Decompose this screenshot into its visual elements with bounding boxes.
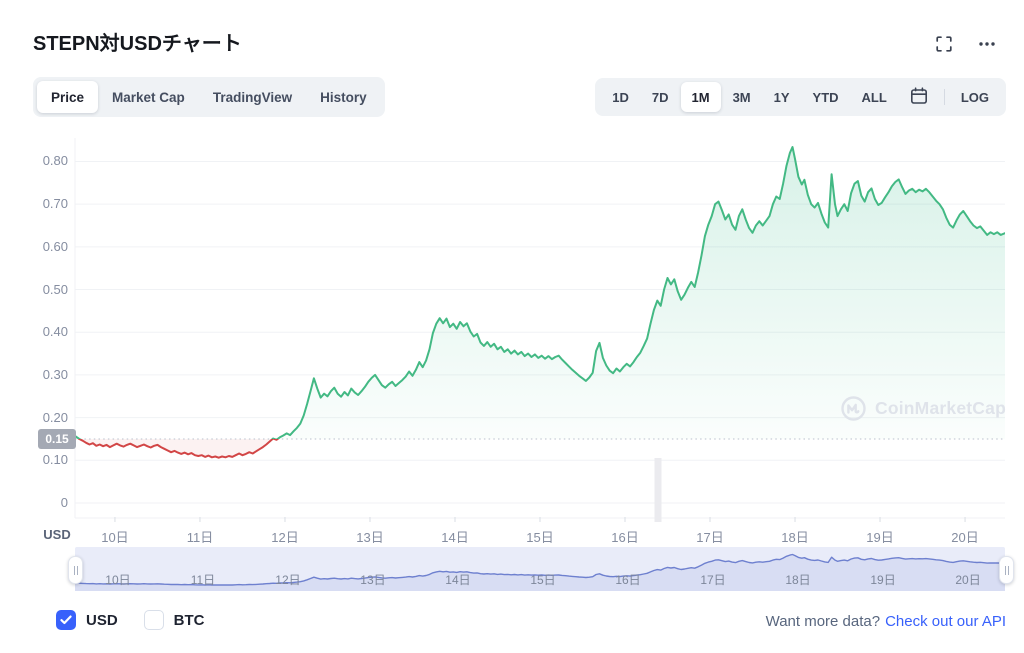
brush-left-handle[interactable]: [68, 556, 83, 584]
x-axis-label: 15日: [526, 530, 554, 545]
range-tab-3m[interactable]: 3M: [722, 82, 762, 112]
reference-price-badge: 0.15: [38, 428, 76, 449]
range-tabs: 1D 7D 1M 3M 1Y YTD ALL LOG: [595, 78, 1006, 116]
range-tab-1m[interactable]: 1M: [680, 82, 721, 112]
calendar-button[interactable]: [899, 82, 939, 112]
x-axis-label: 12日: [271, 530, 299, 545]
x-axis-label: 16日: [611, 530, 639, 545]
brush-date-label: 11日: [190, 573, 216, 587]
x-axis-label: 19日: [866, 530, 894, 545]
y-axis-label: 0.50: [42, 281, 68, 297]
brush-date-label: 15日: [530, 573, 556, 587]
brush-date-label: 14日: [445, 573, 471, 587]
range-tab-all[interactable]: ALL: [851, 82, 898, 112]
view-tabs: Price Market Cap TradingView History: [33, 77, 385, 117]
view-tab-history[interactable]: History: [306, 81, 381, 113]
brush-date-label: 16日: [615, 573, 641, 587]
btc-checkbox[interactable]: BTC: [143, 610, 205, 630]
currency-label: BTC: [173, 611, 205, 629]
y-axis-label: 0.10: [42, 452, 68, 468]
y-axis-label: 0.80: [42, 153, 68, 169]
api-link[interactable]: Check out our API: [885, 613, 1006, 630]
usd-checkbox[interactable]: USD: [56, 610, 118, 630]
fullscreen-button[interactable]: [936, 36, 952, 52]
brush-date-label: 12日: [275, 573, 301, 587]
x-axis-label: 20日: [951, 530, 979, 545]
checkbox-checked-icon: [56, 610, 76, 630]
more-options-button[interactable]: [978, 41, 996, 47]
brush-date-label: 18日: [785, 573, 811, 587]
watermark: CoinMarketCap: [840, 395, 1006, 422]
checkbox-unchecked-icon: [143, 610, 164, 630]
ellipsis-icon: [979, 42, 995, 46]
brush-date-label: 20日: [955, 573, 981, 587]
brush-date-label: 13日: [360, 573, 386, 587]
api-promo: Want more data? Check out our API: [766, 613, 1006, 630]
x-axis-label: 10日: [101, 530, 129, 545]
currency-label: USD: [86, 611, 118, 629]
x-axis-label: 13日: [356, 530, 384, 545]
axis-unit-label: USD: [43, 527, 71, 542]
y-axis-label: 0.60: [42, 238, 68, 254]
range-tab-1y[interactable]: 1Y: [763, 82, 801, 112]
brush-date-label: 19日: [870, 573, 896, 587]
view-tab-tradingview[interactable]: TradingView: [199, 81, 306, 113]
y-axis-label: 0.40: [42, 324, 68, 340]
view-tab-price[interactable]: Price: [37, 81, 99, 113]
x-axis-label: 14日: [441, 530, 469, 545]
calendar-icon: [910, 86, 927, 104]
api-prompt-text: Want more data?: [765, 613, 881, 630]
y-axis-label: 0.20: [42, 409, 68, 425]
currency-toggles: USD BTC: [56, 610, 205, 630]
brush-date-label: 10日: [105, 573, 131, 587]
range-tab-ytd[interactable]: YTD: [802, 82, 850, 112]
view-tab-market-cap[interactable]: Market Cap: [98, 81, 199, 113]
coinmarketcap-logo-icon: [841, 396, 866, 421]
x-axis-label: 18日: [781, 530, 809, 545]
x-axis-label: 17日: [696, 530, 724, 545]
range-divider: [943, 89, 945, 105]
fullscreen-icon: [936, 36, 952, 52]
log-scale-button[interactable]: LOG: [950, 82, 1000, 112]
range-tab-7d[interactable]: 7D: [641, 82, 680, 112]
y-axis-label: 0.70: [42, 196, 68, 212]
watermark-text: CoinMarketCap: [875, 398, 1006, 418]
brush-date-label: 17日: [700, 573, 726, 587]
range-tab-1d[interactable]: 1D: [601, 82, 640, 112]
brush-right-handle[interactable]: [999, 556, 1014, 584]
x-axis-label: 11日: [186, 530, 214, 545]
header-actions: [936, 36, 996, 52]
page-title: STEPN対USDチャート: [33, 33, 242, 55]
y-axis-label: 0.30: [42, 366, 68, 382]
y-axis-label: 0: [60, 495, 68, 510]
